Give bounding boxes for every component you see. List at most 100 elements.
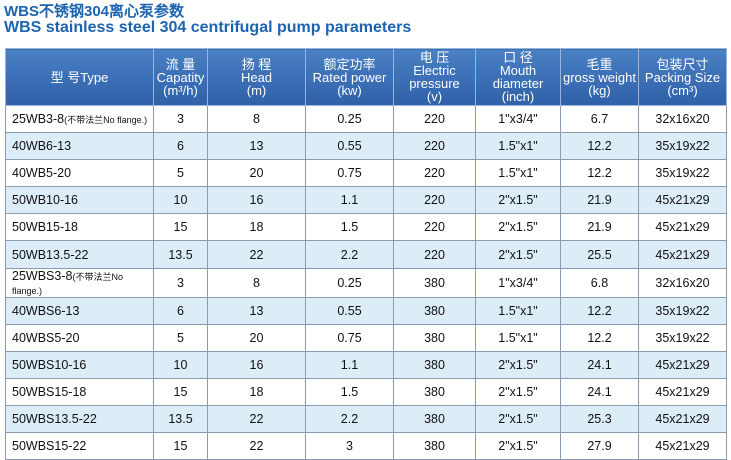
model-cell: 50WBS15-18 [5,377,154,406]
value-cell: 45x21x29 [638,213,727,242]
model-name: 40WBS6-13 [12,303,80,318]
table-row: 50WB10-16 10 16 1.1 220 2"x1.5" 21.9 45x21x29 [5,186,727,215]
model-cell: 25WB3-8(不带法兰No flange.) [5,104,154,134]
value-cell: 25.3 [560,404,639,434]
table-row: 40WBS6-13 6 13 0.55 380 1.5"x1" 12.2 35x19x22 [5,296,727,325]
model-cell: 50WB13.5-22 [5,240,154,269]
value-cell: 12.2 [560,323,639,352]
value-cell: 15 [153,213,208,242]
header-line: Capatity [156,69,205,85]
value-cell: 13.5 [153,240,208,269]
model-name: 50WB10-16 [12,193,79,208]
model-name: 50WBS13.5-22 [12,411,97,426]
header-line: (m³/h) [163,82,198,98]
value-cell: 380 [393,296,476,325]
value-cell: 18 [207,377,306,406]
value-cell: 22 [207,240,306,269]
header-line: Electric pressure [409,63,460,91]
header-line: 额定功率 [323,56,376,72]
header-cell: 流 量 Capatity (m³/h) [153,48,208,106]
header-cell: 型 号Type [5,48,154,106]
header-line: Head [240,69,273,85]
value-cell: 2"x1.5" [475,432,561,460]
value-cell: 8 [207,267,306,298]
header-line: 型 号Type [50,69,109,85]
model-cell: 50WBS10-16 [5,350,154,379]
value-cell: 220 [393,240,476,269]
model-name: 50WB13.5-22 [12,247,89,262]
model-cell: 40WBS5-20 [5,323,154,352]
header-line: gross weight [563,69,636,85]
header-line: 口 径 [503,50,533,65]
table-row: 50WBS15-18 15 18 1.5 380 2"x1.5" 24.1 45x21x29 [5,377,727,406]
value-cell: 380 [393,323,476,352]
value-cell: 1.1 [305,350,394,379]
value-cell: 1"x3/4" [475,267,561,298]
value-cell: 18 [207,213,306,242]
header-line: 电 压 [419,50,450,65]
table-row: 40WB6-13 6 13 0.55 220 1.5"x1" 12.2 35x19x22 [5,132,727,161]
header-line: (kw) [337,82,362,98]
header-line: (cm³) [667,82,698,98]
value-cell: 1.5 [305,213,394,242]
value-cell: 3 [305,432,394,460]
value-cell: 21.9 [560,213,639,242]
table-row: 50WB13.5-22 13.5 22 2.2 220 2"x1.5" 25.5 45x21x… [5,240,727,269]
value-cell: 8 [207,104,306,134]
table-row: 50WBS15-22 15 22 3 380 2"x1.5" 27.9 45x21x29 [5,432,727,460]
table-row: 50WB15-18 15 18 1.5 220 2"x1.5" 21.9 45x21x29 [5,213,727,242]
table-row: 40WBS5-20 5 20 0.75 380 1.5"x1" 12.2 35x19x22 [5,323,727,352]
header-cell: 毛重 gross weight (kg) [560,48,639,106]
value-cell: 380 [393,404,476,434]
header-line: Mouth diameter [492,63,544,91]
value-cell: 0.25 [305,104,394,134]
value-cell: 45x21x29 [638,377,727,406]
model-name: 40WB5-20 [12,166,72,181]
model-name: 40WBS5-20 [12,330,80,345]
value-cell: 1.5 [305,377,394,406]
header-line: (inch) [501,89,535,104]
table-row: 50WBS13.5-22 13.5 22 2.2 380 2"x1.5" 25.3 45x21… [5,404,727,434]
value-cell: 2.2 [305,240,394,269]
header-line: 扬 程 [241,56,272,72]
value-cell: 2"x1.5" [475,350,561,379]
params-table: 型 号Type 流 量 Capatity (m³/h) 扬 程 Head (m) 额定功率 Ra… [5,48,727,460]
value-cell: 1.5"x1" [475,132,561,161]
value-cell: 15 [153,377,208,406]
value-cell: 13.5 [153,404,208,434]
value-cell: 220 [393,132,476,161]
value-cell: 21.9 [560,186,639,215]
model-cell: 40WB6-13 [5,132,154,161]
value-cell: 20 [207,323,306,352]
header-line: Packing Size [644,69,721,85]
value-cell: 0.55 [305,132,394,161]
table-row: 50WBS10-16 10 16 1.1 380 2"x1.5" 24.1 45x21x29 [5,350,727,379]
value-cell: 220 [393,186,476,215]
value-cell: 12.2 [560,132,639,161]
value-cell: 0.25 [305,267,394,298]
value-cell: 2.2 [305,404,394,434]
value-cell: 2"x1.5" [475,213,561,242]
value-cell: 380 [393,350,476,379]
header-line: Rated power [312,69,387,85]
value-cell: 27.9 [560,432,639,460]
model-cell: 25WBS3-8(不带法兰No flange.) [5,267,154,298]
header-line: (v) [426,89,443,104]
value-cell: 380 [393,377,476,406]
title-en: WBS stainless steel 304 centrifugal pump… [4,19,412,36]
value-cell: 45x21x29 [638,404,727,434]
value-cell: 380 [393,432,476,460]
model-cell: 50WBS13.5-22 [5,404,154,434]
value-cell: 12.2 [560,296,639,325]
value-cell: 0.75 [305,323,394,352]
model-note: (不带法兰No flange.) [64,115,148,126]
value-cell: 13 [207,132,306,161]
value-cell: 0.75 [305,159,394,188]
title-zh: WBS不锈钢304离心泵参数 [4,3,185,20]
model-name: 25WBS3-8 [12,268,73,283]
model-name: 40WB6-13 [12,139,72,154]
value-cell: 1.5"x1" [475,159,561,188]
header-cell: 口 径 Mouth diameter (inch) [475,48,561,106]
model-name: 50WBS15-22 [12,439,87,454]
header-line: (kg) [588,82,611,98]
